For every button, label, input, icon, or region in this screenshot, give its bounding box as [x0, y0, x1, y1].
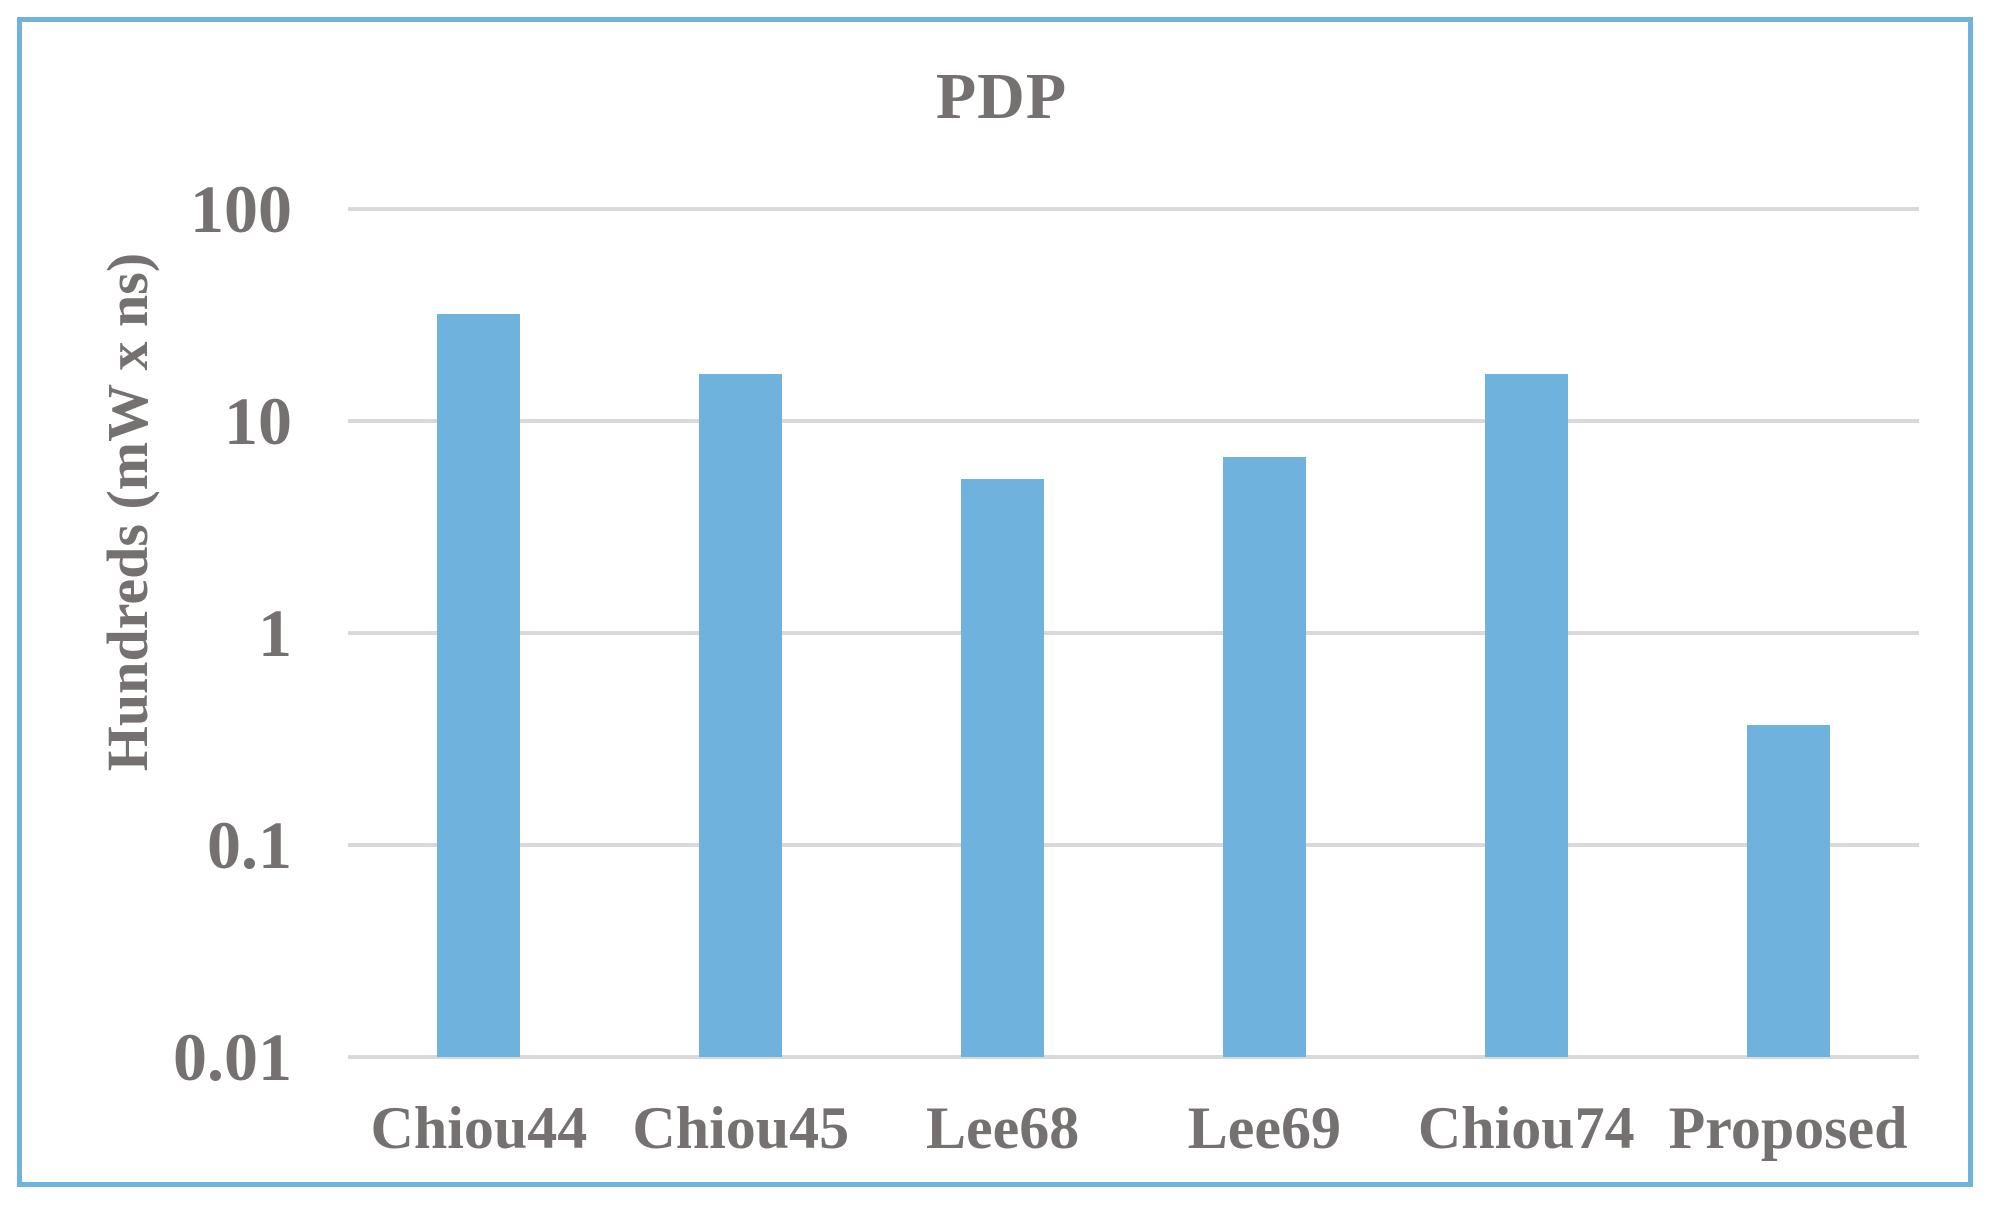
- y-tick-label-1: 1: [258, 595, 292, 671]
- bar-lee69: [1222, 456, 1306, 1057]
- bar-chiou74: [1484, 373, 1568, 1057]
- plot-area: [348, 207, 1919, 1059]
- y-tick-label-10: 10: [224, 383, 292, 459]
- y-tick-label-0.1: 0.1: [207, 807, 292, 883]
- category-label-chiou44: Chiou44: [370, 1095, 588, 1161]
- bar-proposed: [1746, 724, 1830, 1057]
- bar-chiou45: [699, 373, 783, 1057]
- category-label-proposed: Proposed: [1668, 1095, 1908, 1161]
- category-label-lee68: Lee68: [925, 1095, 1080, 1161]
- category-label-chiou45: Chiou45: [632, 1095, 850, 1161]
- chart-border-frame: [17, 17, 1973, 1187]
- gridline-0.01: [348, 1055, 1919, 1059]
- gridline-1: [348, 631, 1919, 635]
- bar-lee68: [961, 479, 1045, 1057]
- y-tick-label-0.01: 0.01: [173, 1019, 292, 1095]
- gridline-100: [348, 207, 1919, 211]
- gridline-10: [348, 419, 1919, 423]
- y-tick-label-100: 100: [190, 171, 292, 247]
- gridline-0.1: [348, 843, 1919, 847]
- bar-chiou44: [437, 313, 521, 1057]
- chart-title: PDP: [935, 60, 1068, 133]
- category-label-chiou74: Chiou74: [1417, 1095, 1635, 1161]
- category-label-lee69: Lee69: [1187, 1095, 1342, 1161]
- y-axis-title: Hundreds (mW x ns): [95, 252, 160, 772]
